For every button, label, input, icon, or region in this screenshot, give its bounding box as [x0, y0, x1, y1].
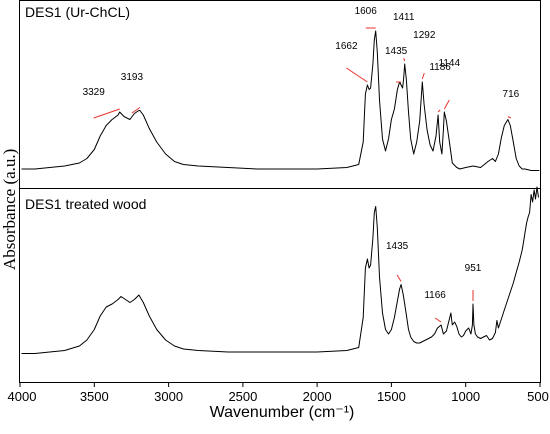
annotation-label-3193: 3193	[121, 72, 144, 83]
panel-title-top: DES1 (Ur-ChCL)	[25, 4, 130, 20]
annotation-line-1435	[396, 274, 402, 282]
annotation-line-1144	[443, 99, 450, 110]
spectrum-bottom-line	[21, 186, 539, 354]
x-axis-title: Wavenumber (cm⁻¹)	[210, 404, 355, 421]
annotation-line-3193	[131, 107, 141, 114]
annotation-label-1166: 1166	[424, 290, 446, 301]
annotation-label-951: 951	[465, 263, 482, 274]
annotation-label-716: 716	[503, 89, 520, 100]
annotation-line-1292	[421, 72, 425, 80]
annotation-label-1411: 1411	[393, 12, 415, 23]
annotation-label-1144: 1144	[439, 58, 461, 69]
annotation-label-1662: 1662	[335, 41, 358, 52]
annotation-line-3329	[93, 108, 120, 119]
y-axis-title: Absorbance (a.u.)	[0, 149, 19, 270]
annotation-line-1662	[346, 67, 368, 83]
spectrum-top-line	[21, 30, 540, 171]
annotation-line-1411	[403, 57, 406, 62]
annotation-line-716	[507, 116, 512, 119]
panel-title-bottom: DES1 treated wood	[25, 196, 146, 212]
x-axis: 4000 3500 3000 2500 2000 1500 1000 500	[8, 382, 549, 404]
x-tick-label-4000: 4000	[8, 389, 37, 404]
annotation-label-1435: 1435	[386, 241, 409, 252]
x-tick-label-1500: 1500	[377, 389, 406, 404]
annotation-label-3329: 3329	[83, 87, 106, 98]
x-tick-label-500: 500	[527, 389, 549, 404]
annotations-bottom: 1435 1166 951	[386, 241, 482, 323]
annotation-label-1292: 1292	[413, 30, 436, 41]
annotation-label-1435: 1435	[385, 46, 408, 57]
annotation-label-1186: 1186	[429, 62, 451, 73]
x-tick-label-2000: 2000	[303, 389, 332, 404]
annotation-line-1186	[437, 109, 441, 113]
x-tick-label-2500: 2500	[228, 389, 257, 404]
plot-frame	[19, 0, 541, 383]
x-tick-label-3500: 3500	[80, 389, 109, 404]
annotation-line-1166	[434, 317, 442, 323]
x-tick-label-3000: 3000	[154, 389, 183, 404]
x-tick-label-1000: 1000	[451, 389, 480, 404]
annotation-label-1606: 1606	[355, 6, 378, 17]
